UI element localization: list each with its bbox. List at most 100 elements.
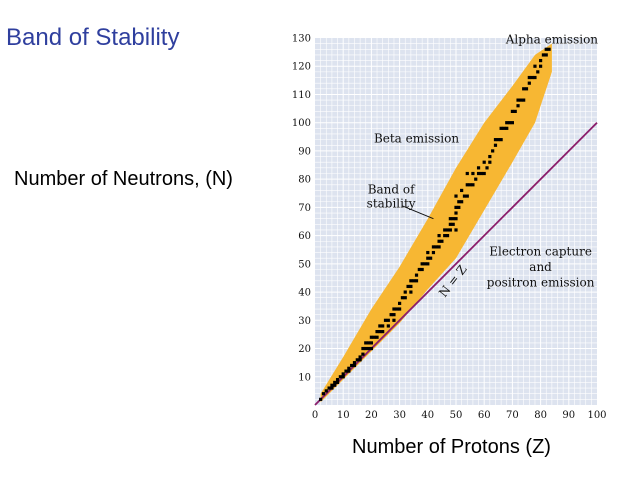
nuclide-point xyxy=(527,75,531,80)
nuclide-point xyxy=(358,358,362,362)
nuclide-point xyxy=(341,372,345,376)
nuclide-point xyxy=(347,366,351,370)
nuclide-point xyxy=(460,200,464,204)
nuclide-point xyxy=(369,335,373,339)
nuclide-point xyxy=(465,194,469,198)
nuclide-point xyxy=(414,279,419,283)
x-tick-label: 60 xyxy=(478,410,491,421)
nuclide-point xyxy=(335,380,340,385)
annotation-label: stability xyxy=(367,196,416,210)
annotation-label: positron emission xyxy=(487,275,595,289)
y-axis-title: Number of Neutrons, (N) xyxy=(14,168,233,190)
nuclide-point xyxy=(366,346,371,351)
nuclide-point xyxy=(437,239,441,243)
nuclide-point xyxy=(375,335,379,339)
y-tick-label: 80 xyxy=(298,175,311,186)
nuclide-point xyxy=(485,166,489,170)
nuclide-point xyxy=(437,245,441,249)
nuclide-point xyxy=(429,256,433,260)
nuclide-point xyxy=(330,383,334,387)
nuclide-point xyxy=(381,330,385,334)
nuclide-point xyxy=(431,250,436,255)
nuclide-point xyxy=(522,87,526,91)
nuclide-point xyxy=(522,98,526,102)
nuclide-point xyxy=(516,98,520,102)
nuclide-point xyxy=(383,318,388,322)
nuclide-point xyxy=(352,363,357,368)
nuclide-point xyxy=(539,64,543,68)
nuclide-point xyxy=(547,47,551,51)
nuclide-point xyxy=(448,217,452,221)
nuclide-point xyxy=(341,375,345,379)
nuclide-point xyxy=(369,341,373,345)
nuclide-point xyxy=(420,267,424,272)
nuclide-point xyxy=(533,64,537,68)
nuclide-point xyxy=(409,279,413,283)
nuclide-point xyxy=(462,194,467,198)
x-tick-label: 50 xyxy=(450,410,463,421)
y-tick-label: 130 xyxy=(292,34,311,45)
nuclide-point xyxy=(505,126,509,130)
nuclide-point xyxy=(333,380,337,385)
nuclide-point xyxy=(352,361,357,365)
nuclide-point xyxy=(381,324,385,328)
nuclide-point xyxy=(499,126,503,130)
nuclide-point xyxy=(468,183,472,187)
annotation-label: Beta emission xyxy=(374,131,459,145)
nuclide-point xyxy=(465,171,469,176)
nuclide-point xyxy=(479,171,483,176)
nuclide-point xyxy=(358,355,362,359)
nuclide-point xyxy=(440,239,444,243)
nuclide-point xyxy=(434,245,438,249)
nuclide-point xyxy=(544,53,548,57)
nuclide-point xyxy=(536,70,540,74)
nuclide-point xyxy=(496,138,500,142)
nuclide-point xyxy=(335,377,340,382)
nuclide-point xyxy=(445,234,450,238)
y-tick-label: 110 xyxy=(292,90,311,101)
nuclide-point xyxy=(420,262,424,266)
nuclide-point xyxy=(527,81,531,85)
nuclide-point xyxy=(392,313,396,317)
nuclide-point xyxy=(330,386,334,390)
nuclide-point xyxy=(338,375,342,379)
x-tick-label: 90 xyxy=(562,410,575,421)
nuclide-point xyxy=(544,47,548,51)
nuclide-point xyxy=(445,228,450,232)
stability-band xyxy=(320,43,552,403)
nuclide-point xyxy=(539,58,543,63)
nuclide-point xyxy=(403,296,407,300)
nuclide-point xyxy=(398,307,402,311)
x-tick-label: 30 xyxy=(393,410,406,421)
nuclide-point xyxy=(516,104,520,108)
annotation-label: Electron capture xyxy=(489,244,592,258)
nuclide-point xyxy=(513,109,517,113)
nuclide-point xyxy=(417,267,421,272)
nuclide-point xyxy=(431,245,436,249)
nuclide-point xyxy=(493,138,498,142)
nuclide-point xyxy=(426,250,430,255)
nuclide-point xyxy=(505,121,509,125)
nuclide-point xyxy=(361,352,365,356)
nuclide-point xyxy=(364,341,368,345)
nuclide-point xyxy=(369,346,373,351)
nuclide-point xyxy=(502,126,506,130)
nuclide-point xyxy=(493,143,498,147)
nuclide-point xyxy=(319,397,323,401)
nuclide-point xyxy=(392,318,396,322)
nuclide-point xyxy=(386,318,390,322)
nuclide-point xyxy=(414,273,419,277)
nuclide-point xyxy=(395,307,399,311)
nuclide-point xyxy=(488,154,492,159)
nuclide-point xyxy=(510,109,514,113)
nuclide-point xyxy=(519,98,523,102)
y-tick-label: 20 xyxy=(298,344,311,355)
nuclide-point xyxy=(366,341,371,345)
nuclide-point xyxy=(454,205,458,209)
nuclide-point xyxy=(471,183,475,187)
annotation-label: Band of xyxy=(368,182,416,196)
nuclide-point xyxy=(355,358,359,362)
y-tick-label: 120 xyxy=(292,62,311,73)
y-tick-label: 50 xyxy=(298,259,311,270)
